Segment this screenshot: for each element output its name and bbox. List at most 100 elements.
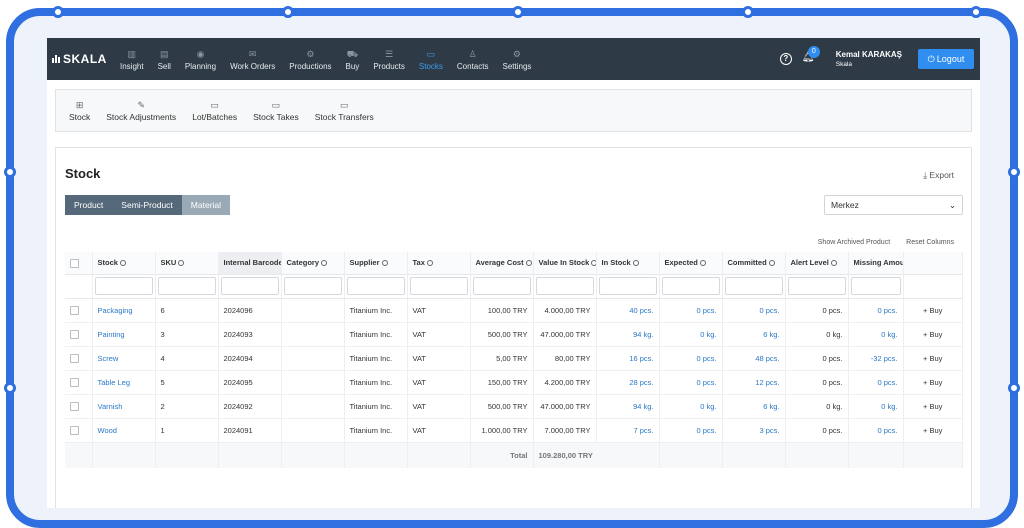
logout-button[interactable]: ⏻ Logout bbox=[918, 49, 974, 69]
cell-link[interactable]: 0 pcs. bbox=[877, 425, 898, 435]
nav-item-buy[interactable]: ⛟ Buy bbox=[339, 38, 367, 80]
cell-link[interactable]: 0 kg. bbox=[700, 401, 717, 411]
column-header[interactable]: In Stock bbox=[596, 252, 660, 275]
column-filter-input[interactable] bbox=[598, 277, 657, 295]
cell-link[interactable]: 0 kg. bbox=[700, 329, 717, 339]
cell-link[interactable]: 0 pcs. bbox=[696, 305, 717, 315]
table-row[interactable]: Table Leg 5 2024095 Titanium Inc. VAT 150,00 … bbox=[65, 370, 963, 395]
cell-link[interactable]: 12 pcs. bbox=[755, 377, 780, 387]
column-filter-input[interactable] bbox=[157, 277, 216, 295]
column-filter-input[interactable] bbox=[850, 277, 901, 295]
subnav-stock[interactable]: ⊞ Stock bbox=[61, 99, 98, 122]
column-header[interactable]: Value In Stock bbox=[533, 252, 597, 275]
reset-columns-link[interactable]: Reset Columns bbox=[906, 239, 954, 246]
table-row[interactable]: Wood 1 2024091 Titanium Inc. VAT 1.000,00 TRY… bbox=[65, 418, 963, 443]
row-checkbox[interactable] bbox=[70, 329, 79, 339]
logo[interactable]: SKALA bbox=[47, 52, 113, 66]
user-info[interactable]: Kemal KARAKAŞ Skala bbox=[836, 50, 902, 68]
row-checkbox[interactable] bbox=[70, 425, 79, 435]
cell-link[interactable]: 48 pcs. bbox=[755, 353, 780, 363]
tab-material[interactable]: Material bbox=[181, 195, 231, 215]
nav-item-settings[interactable]: ⚙ Settings bbox=[495, 38, 538, 80]
bell-icon[interactable]: 🔔︎ 0 bbox=[802, 46, 820, 66]
show-archived-link[interactable]: Show Archived Product bbox=[817, 239, 891, 246]
column-filter-input[interactable] bbox=[787, 277, 846, 295]
cell-link[interactable]: Painting bbox=[97, 329, 125, 339]
cell-link[interactable]: 0 pcs. bbox=[877, 377, 898, 387]
column-filter-input[interactable] bbox=[220, 277, 279, 295]
column-filter-input[interactable] bbox=[94, 277, 153, 295]
help-icon[interactable]: ? bbox=[779, 53, 792, 65]
column-header[interactable]: Committed bbox=[722, 252, 786, 275]
buy-button[interactable]: + Buy bbox=[903, 346, 963, 371]
cell-link[interactable]: Table Leg bbox=[97, 377, 131, 387]
column-filter-input[interactable] bbox=[346, 277, 405, 295]
column-header[interactable]: Internal Barcode bbox=[218, 252, 282, 275]
row-checkbox[interactable] bbox=[70, 353, 79, 363]
nav-item-work-orders[interactable]: ✉ Work Orders bbox=[223, 38, 282, 80]
column-header[interactable]: Supplier bbox=[344, 252, 408, 275]
cell-link[interactable]: 6 kg. bbox=[763, 401, 780, 411]
cell-link[interactable]: 0 kg. bbox=[881, 329, 898, 339]
cell-link[interactable]: -32 pcs. bbox=[870, 353, 898, 363]
column-filter-input[interactable] bbox=[472, 277, 531, 295]
warehouse-select[interactable]: Merkez ⌄ bbox=[824, 195, 963, 215]
cell-link[interactable]: 0 pcs. bbox=[696, 425, 717, 435]
nav-item-contacts[interactable]: ♙ Contacts bbox=[450, 38, 496, 80]
tab-semi-product[interactable]: Semi-Product bbox=[112, 195, 182, 215]
cell-link[interactable]: Varnish bbox=[97, 401, 123, 411]
table-row[interactable]: Packaging 6 2024096 Titanium Inc. VAT 100,00 … bbox=[65, 298, 963, 323]
cell-link[interactable]: 16 pcs. bbox=[629, 353, 654, 363]
buy-button[interactable]: + Buy bbox=[903, 370, 963, 395]
subnav-stock-adjustments[interactable]: ✎ Stock Adjustments bbox=[98, 99, 184, 122]
buy-button[interactable]: + Buy bbox=[903, 298, 963, 323]
cell-link[interactable]: Packaging bbox=[97, 305, 133, 315]
column-filter-input[interactable] bbox=[409, 277, 468, 295]
cell-link[interactable]: Screw bbox=[97, 353, 119, 363]
nav-item-sell[interactable]: ▤ Sell bbox=[151, 38, 178, 80]
buy-button[interactable]: + Buy bbox=[903, 418, 963, 443]
nav-item-stocks[interactable]: ▭ Stocks bbox=[412, 38, 450, 80]
subnav-lot-batches[interactable]: ▭ Lot/Batches bbox=[184, 99, 245, 122]
row-checkbox[interactable] bbox=[70, 377, 79, 387]
column-header[interactable]: Missing Amount bbox=[848, 252, 904, 275]
column-header[interactable]: Expected bbox=[659, 252, 723, 275]
cell-link[interactable]: 0 pcs. bbox=[759, 305, 780, 315]
column-header[interactable]: Average Cost bbox=[470, 252, 534, 275]
select-all-checkbox[interactable] bbox=[70, 258, 79, 268]
table-row[interactable]: Painting 3 2024093 Titanium Inc. VAT 500,00 T… bbox=[65, 322, 963, 347]
column-header[interactable]: Tax bbox=[407, 252, 471, 275]
export-button[interactable]: ⤓ Export bbox=[923, 170, 954, 181]
cell-link[interactable]: 7 pcs. bbox=[633, 425, 654, 435]
column-header[interactable]: Alert Level bbox=[785, 252, 849, 275]
nav-item-insight[interactable]: ▥ Insight bbox=[113, 38, 151, 80]
row-checkbox[interactable] bbox=[70, 401, 79, 411]
table-row[interactable]: Screw 4 2024094 Titanium Inc. VAT 5,00 TRY 80,… bbox=[65, 346, 963, 371]
column-filter-input[interactable] bbox=[724, 277, 783, 295]
nav-item-products[interactable]: ☰ Products bbox=[366, 38, 412, 80]
column-header[interactable]: Category bbox=[281, 252, 345, 275]
cell-link[interactable]: 0 pcs. bbox=[696, 377, 717, 387]
cell-link[interactable]: 94 kg. bbox=[633, 401, 654, 411]
cell-link[interactable]: 40 pcs. bbox=[629, 305, 654, 315]
subnav-stock-takes[interactable]: ▭ Stock Takes bbox=[245, 99, 307, 122]
column-header[interactable]: SKU bbox=[155, 252, 219, 275]
column-filter-input[interactable] bbox=[535, 277, 594, 295]
cell-link[interactable]: 3 pcs. bbox=[759, 425, 780, 435]
column-filter-input[interactable] bbox=[283, 277, 342, 295]
cell-link[interactable]: 0 kg. bbox=[881, 401, 898, 411]
cell-link[interactable]: 0 pcs. bbox=[877, 305, 898, 315]
cell-link[interactable]: 0 pcs. bbox=[696, 353, 717, 363]
nav-item-planning[interactable]: ◉ Planning bbox=[178, 38, 223, 80]
cell-link[interactable]: 94 kg. bbox=[633, 329, 654, 339]
cell-link[interactable]: 28 pcs. bbox=[629, 377, 654, 387]
nav-item-productions[interactable]: ⚙ Productions bbox=[282, 38, 338, 80]
buy-button[interactable]: + Buy bbox=[903, 322, 963, 347]
table-row[interactable]: Varnish 2 2024092 Titanium Inc. VAT 500,00 TR… bbox=[65, 394, 963, 419]
column-filter-input[interactable] bbox=[661, 277, 720, 295]
subnav-stock-transfers[interactable]: ▭ Stock Transfers bbox=[307, 99, 382, 122]
tab-product[interactable]: Product bbox=[65, 195, 113, 215]
row-checkbox[interactable] bbox=[70, 305, 79, 315]
buy-button[interactable]: + Buy bbox=[903, 394, 963, 419]
column-header[interactable]: Stock bbox=[92, 252, 156, 275]
